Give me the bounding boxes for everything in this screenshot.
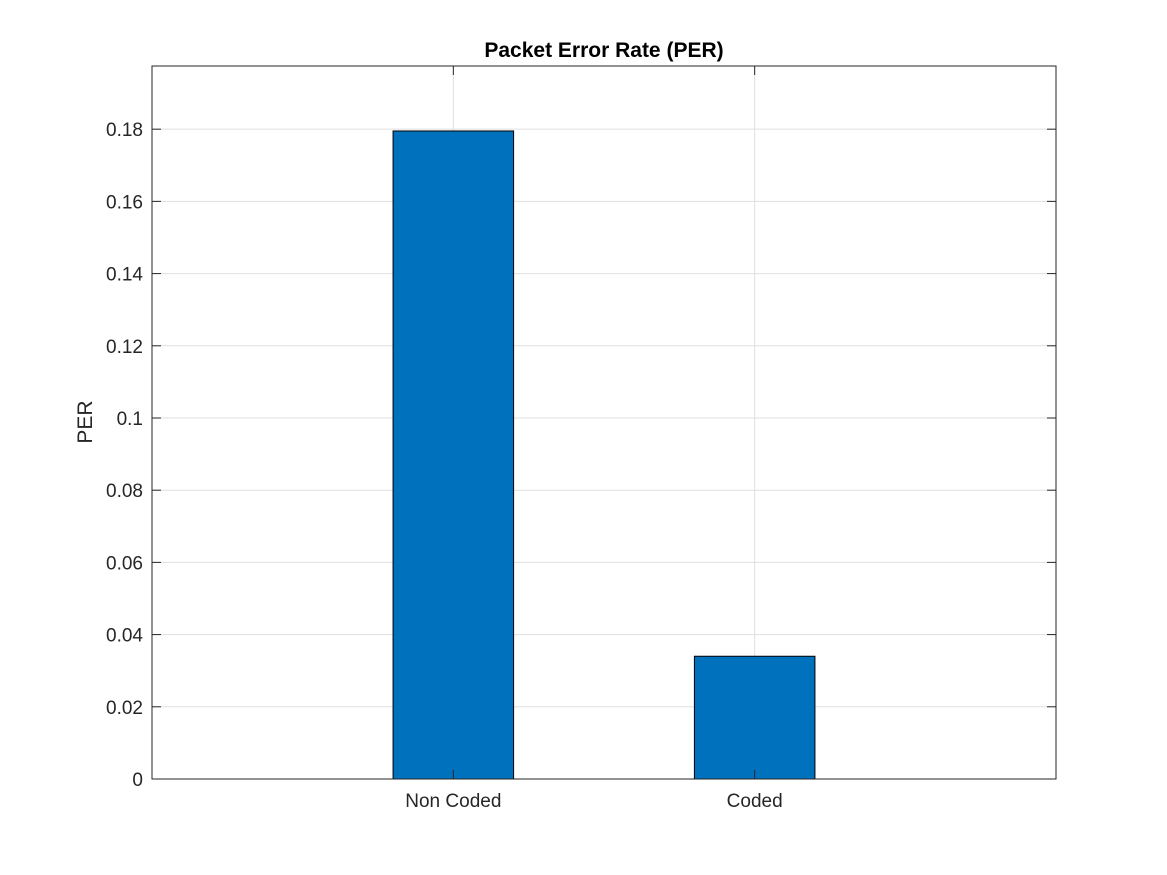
y-axis-label: PER [74, 400, 97, 443]
y-tick-label: 0.06 [106, 553, 143, 574]
y-tick-label: 0.18 [106, 120, 143, 141]
grid-lines [152, 66, 1056, 779]
chart-title: Packet Error Rate (PER) [484, 39, 723, 62]
y-tick-label: 0.14 [106, 265, 143, 286]
y-tick-label: 0.02 [106, 698, 143, 719]
y-tick-label: 0.12 [106, 337, 143, 358]
x-tick-label: Non Coded [405, 791, 501, 812]
bar-non-coded [392, 130, 515, 780]
bars [392, 130, 816, 780]
y-tick-label: 0.1 [117, 409, 143, 430]
plot-frame [151, 65, 1057, 780]
y-tick-label: 0.08 [106, 481, 143, 502]
x-tick-label: Coded [727, 791, 783, 812]
bar-coded [693, 655, 816, 780]
y-tick-label: 0.04 [106, 626, 143, 647]
y-tick-label: 0 [132, 770, 143, 791]
axes [151, 65, 1057, 780]
tick-labels: 0 0.02 0.04 0.06 0.08 0.1 0.12 0.14 0.16 0.18 Non … [106, 120, 783, 812]
y-tick-label: 0.16 [106, 192, 143, 213]
